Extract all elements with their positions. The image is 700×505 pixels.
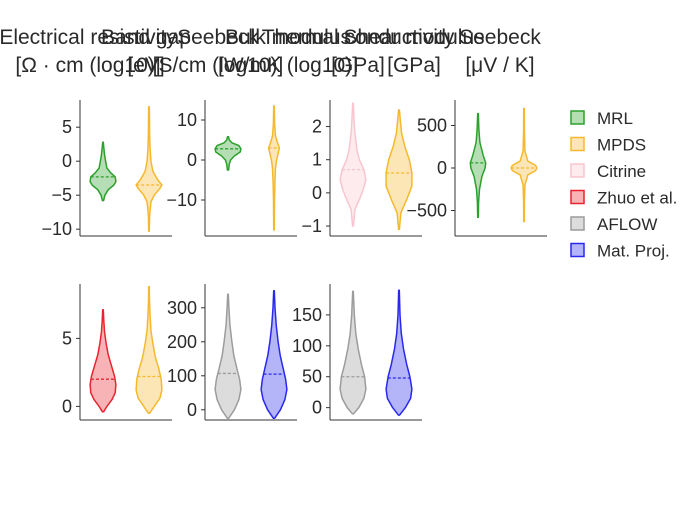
panel-title-line-2: [W/mK (log10)] — [218, 54, 358, 77]
y-tick-label: 0 — [62, 396, 72, 416]
y-tick-label: 5 — [62, 328, 72, 348]
violin-mrl — [214, 136, 242, 171]
violin-mat-proj — [385, 289, 413, 416]
violin-mrl — [89, 141, 117, 202]
y-tick-label: 0 — [437, 158, 447, 178]
panel-title-line-2: [GPa] — [387, 54, 441, 77]
y-tick-label: −1 — [301, 216, 322, 236]
y-tick-label: 5 — [62, 117, 72, 137]
panel-title-line-1: Band gap — [101, 26, 191, 49]
y-tick-label: 100 — [167, 366, 197, 386]
y-tick-label: 2 — [312, 117, 322, 137]
y-tick-label: −10 — [41, 219, 72, 239]
panel-title-line-1: Seebeck — [177, 26, 259, 49]
panel-1: −10 −5 0 5 — [41, 100, 172, 239]
panel-title-line-1: Shear modulus — [343, 26, 484, 49]
y-tick-label: 0 — [187, 400, 197, 420]
legend-label: Zhuo et al. — [597, 189, 677, 208]
violin-mpds — [135, 285, 163, 414]
violin-mpds — [135, 106, 163, 232]
y-tick-label: −500 — [406, 201, 447, 221]
legend-swatch — [570, 163, 585, 178]
y-tick-label: 150 — [292, 305, 322, 325]
y-tick-label: 0 — [312, 398, 322, 418]
y-tick-label: 300 — [167, 298, 197, 318]
legend: MRL MPDS Citrine Zhuo et al. AFLOW Mat. Proj. — [570, 109, 677, 261]
legend-swatch — [570, 110, 585, 125]
legend-swatch — [570, 136, 585, 152]
violin-aflow — [339, 290, 367, 415]
violin-aflow — [214, 293, 242, 420]
panel-6: 0 100 200 300 — [167, 284, 297, 421]
panel-title-line-1: Electrical resistivity — [0, 26, 177, 49]
y-tick-label: 0 — [312, 183, 322, 203]
legend-swatch — [570, 242, 585, 258]
panel-title-line-1: Seebeck — [459, 26, 541, 49]
panel-title-line-2: [Ω · cm (log10)] — [15, 54, 160, 77]
violin-mrl — [469, 112, 487, 219]
legend-label: MPDS — [597, 136, 646, 155]
panel-title-line-2: [S/cm (log10)] — [153, 54, 284, 77]
y-tick-label: 50 — [302, 367, 322, 387]
y-tick-label: −10 — [166, 190, 197, 210]
violin-mpds — [267, 105, 281, 231]
violin-mat-proj — [260, 290, 288, 420]
violin-mpds — [385, 109, 413, 231]
y-tick-label: 200 — [167, 332, 197, 352]
legend-label: Mat. Proj. — [597, 242, 670, 261]
legend-label: MRL — [597, 109, 633, 128]
legend-swatch — [570, 216, 585, 231]
violin-mpds — [510, 107, 538, 223]
panel-title-line-2: [μV / K] — [465, 54, 534, 77]
panel-title-line-1: Thermal conductivity — [262, 26, 455, 49]
y-tick-label: 100 — [292, 336, 322, 356]
violin-citrine — [339, 102, 367, 227]
panel-4: −500 0 500 — [406, 100, 547, 237]
legend-label: AFLOW — [597, 215, 657, 234]
y-tick-label: 10 — [177, 110, 197, 130]
panel-3: −1 0 1 2 — [301, 100, 422, 237]
legend-swatch — [570, 189, 585, 205]
y-tick-label: 1 — [312, 150, 322, 170]
panel-2: −10 0 10 — [166, 100, 297, 237]
panel-title-line-2: [GPa] — [331, 54, 385, 77]
panel-title-line-2: [eV] — [127, 54, 164, 77]
y-tick-label: 0 — [187, 150, 197, 170]
panel-5: 05 — [62, 284, 172, 421]
panel-title-line-1: Bulk modulus — [225, 26, 351, 49]
legend-label: Citrine — [597, 162, 646, 181]
y-tick-label: 500 — [417, 116, 447, 136]
panel-7: 0 50 100 150 — [292, 284, 422, 421]
y-tick-label: 0 — [62, 151, 72, 171]
violin-zhuo-et-al — [89, 309, 117, 413]
y-tick-label: −5 — [51, 185, 72, 205]
